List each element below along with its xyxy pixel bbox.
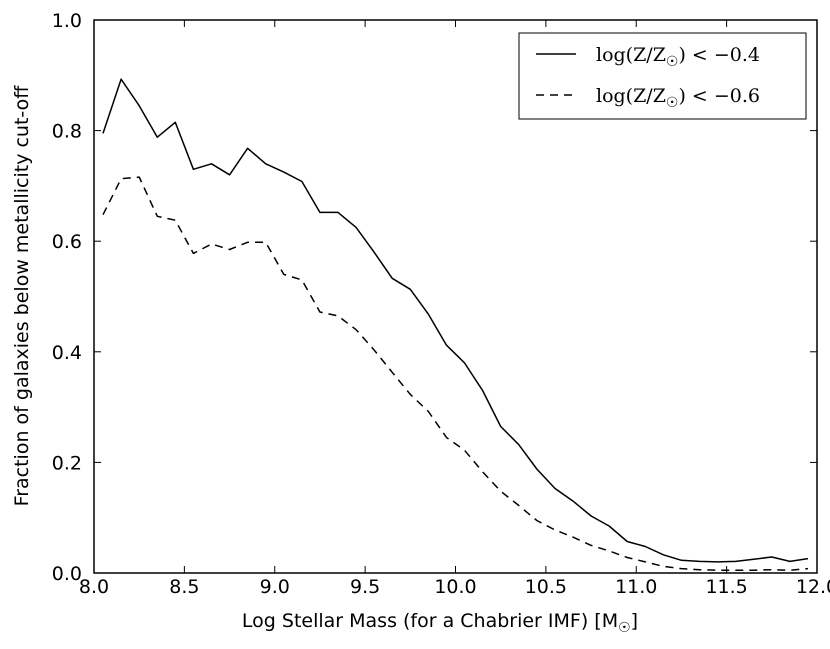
- y-tick-label: 1.0: [52, 10, 82, 32]
- y-tick-label: 0.6: [52, 231, 82, 253]
- y-tick-label: 0.0: [52, 563, 82, 585]
- x-tick-label: 12.0: [796, 576, 830, 598]
- x-tick-label: 11.0: [615, 576, 657, 598]
- series-group: [102, 78, 809, 571]
- series-line-dashed: [102, 176, 809, 571]
- x-axis-label: Log Stellar Mass (for a Chabrier IMF) [M…: [242, 610, 638, 636]
- legend: log(Z/Z☉) < −0.4 log(Z/Z☉) < −0.6: [518, 32, 807, 120]
- x-tick-label: 8.5: [169, 576, 199, 598]
- series-line-solid: [102, 78, 809, 563]
- y-tick-label: 0.4: [52, 342, 82, 364]
- legend-box: [518, 32, 807, 120]
- legend-label-solid: log(Z/Z☉) < −0.4: [596, 44, 760, 70]
- x-tick-label: 9.5: [350, 576, 380, 598]
- y-axis-label: Fraction of galaxies below metallicity c…: [11, 85, 33, 507]
- x-tick-label: 9.0: [260, 576, 290, 598]
- x-tick-label: 11.5: [705, 576, 747, 598]
- axis-ticks: 8.0 8.5 9.0 9.5 10.0 10.5 11.0 11.5 12.0 0.0 0.2 0.…: [52, 10, 830, 598]
- legend-label-dashed-subscript: ☉: [666, 95, 679, 111]
- x-tick-label: 10.0: [434, 576, 476, 598]
- y-tick-label: 0.2: [52, 452, 82, 474]
- y-tick-label: 0.8: [52, 121, 82, 143]
- legend-label-solid-subscript: ☉: [666, 54, 679, 70]
- x-axis-label-subscript: ☉: [618, 620, 631, 636]
- x-tick-label: 10.5: [525, 576, 567, 598]
- x-tick-label: 8.0: [79, 576, 109, 598]
- legend-label-dashed: log(Z/Z☉) < −0.6: [596, 85, 760, 111]
